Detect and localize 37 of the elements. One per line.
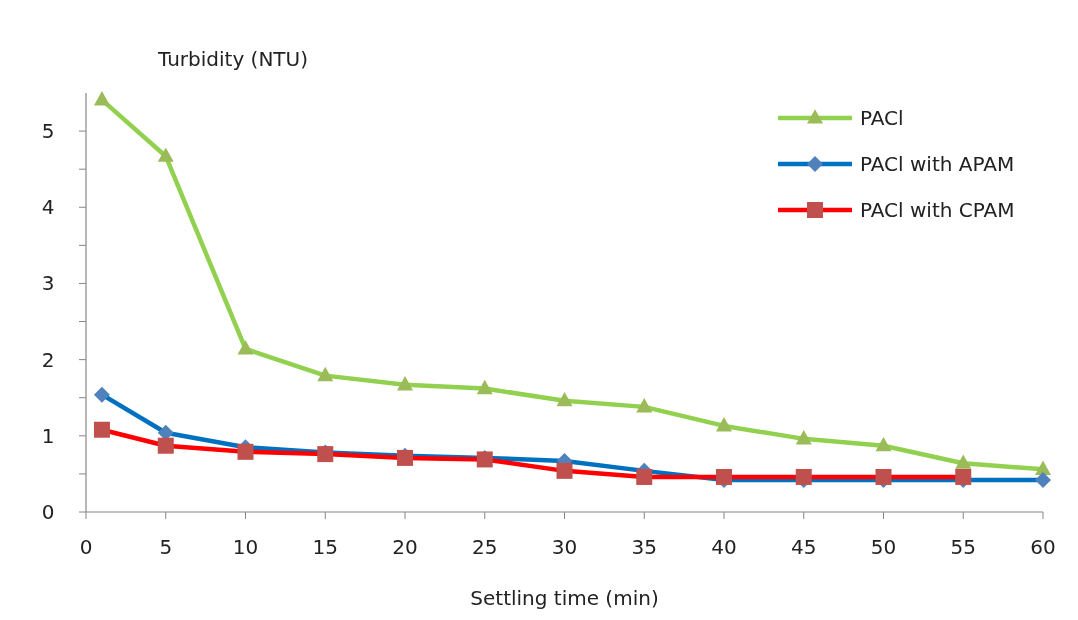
x-axis-title: Settling time (min) xyxy=(470,586,659,610)
x-tick-label: 5 xyxy=(159,535,173,559)
point xyxy=(636,398,653,413)
x-tick-label: 45 xyxy=(791,535,817,559)
y-tick-label: 2 xyxy=(41,347,55,372)
point xyxy=(716,417,732,432)
x-tick-label: 10 xyxy=(232,535,259,559)
point xyxy=(93,91,110,106)
y-tick-label: 0 xyxy=(41,500,55,524)
x-tick-label: 20 xyxy=(392,535,418,559)
point xyxy=(1035,460,1051,475)
x-tick-label: 55 xyxy=(950,535,976,559)
legend-label: PACl xyxy=(860,106,904,130)
point xyxy=(317,366,334,382)
legend-label: PACl with APAM xyxy=(860,152,1015,176)
point xyxy=(875,436,892,452)
y-axis-title: Turbidity (NTU) xyxy=(156,47,309,71)
y-tick-label: 3 xyxy=(41,271,55,296)
x-tick-label: 30 xyxy=(551,535,578,559)
legend-label: PACl with CPAM xyxy=(860,198,1015,222)
x-tick-label: 50 xyxy=(870,535,897,559)
x-tick-label: 15 xyxy=(312,535,338,559)
x-tick-label: 35 xyxy=(631,535,657,559)
point xyxy=(237,340,254,355)
point xyxy=(795,430,812,445)
point xyxy=(556,391,573,407)
x-tick-label: 0 xyxy=(79,535,93,559)
point xyxy=(476,379,493,395)
point xyxy=(955,454,972,469)
point xyxy=(397,375,413,391)
y-tick-label: 4 xyxy=(41,195,55,220)
y-tick-label: 5 xyxy=(41,119,55,144)
y-tick-label: 1 xyxy=(41,423,55,448)
x-tick-label: 60 xyxy=(1030,535,1056,559)
point xyxy=(157,147,174,162)
x-tick-label: 40 xyxy=(711,535,737,559)
x-tick-label: 25 xyxy=(472,535,498,559)
